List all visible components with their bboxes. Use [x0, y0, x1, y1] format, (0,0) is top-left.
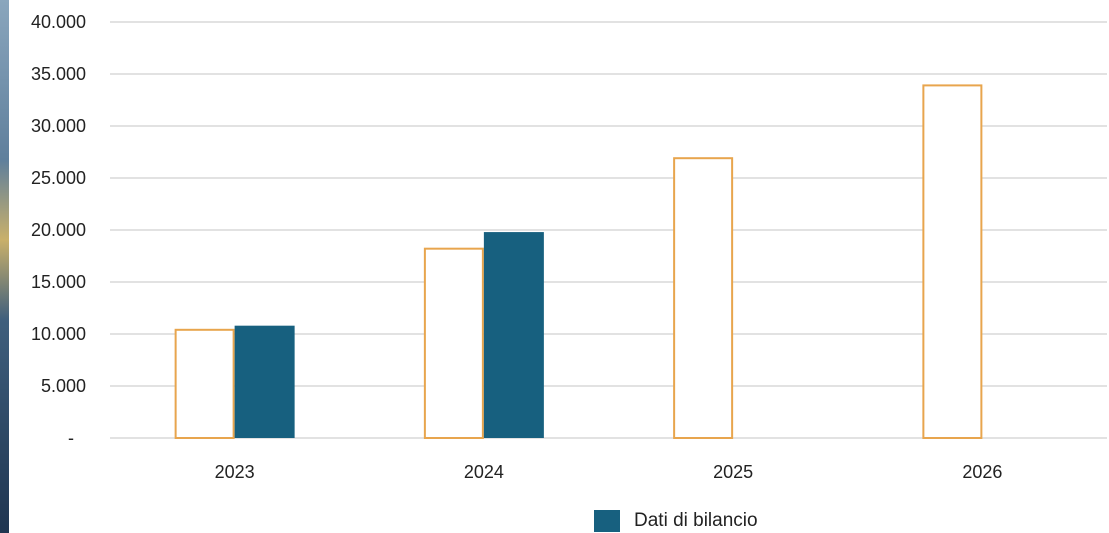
bar-outline-2024: [423, 247, 484, 439]
legend: Dati di bilancio: [594, 510, 758, 532]
x-tick-label: 2025: [713, 462, 753, 482]
y-tick-label: 5.000: [41, 376, 86, 396]
bar-outline-2025: [673, 157, 734, 439]
legend-swatch-dati-di-bilancio: [594, 510, 620, 532]
y-tick-label: 30.000: [31, 116, 86, 136]
bar-chart: - 5.000 10.000 15.000 20.000 25.000 30.000 35.0…: [31, 12, 1107, 482]
y-axis-ticks: - 5.000 10.000 15.000 20.000 25.000 30.000 35.0…: [31, 12, 86, 448]
y-tick-label: 10.000: [31, 324, 86, 344]
y-tick-label: -: [68, 428, 74, 448]
x-tick-label: 2024: [464, 462, 504, 482]
y-tick-label: 20.000: [31, 220, 86, 240]
y-tick-label: 35.000: [31, 64, 86, 84]
x-tick-label: 2023: [215, 462, 255, 482]
x-tick-label: 2026: [962, 462, 1002, 482]
x-axis-ticks: 2023 2024 2025 2026: [215, 462, 1003, 482]
bar-outline-2026: [922, 84, 983, 440]
bar-filled-2023: [234, 325, 295, 438]
y-tick-label: 25.000: [31, 168, 86, 188]
y-tick-label: 40.000: [31, 12, 86, 32]
bar-outline-2023: [174, 328, 235, 439]
legend-label-dati-di-bilancio: Dati di bilancio: [634, 510, 758, 531]
background-image-strip: [0, 0, 9, 533]
y-tick-label: 15.000: [31, 272, 86, 292]
bars: [174, 84, 983, 440]
bar-filled-2024: [483, 232, 544, 438]
